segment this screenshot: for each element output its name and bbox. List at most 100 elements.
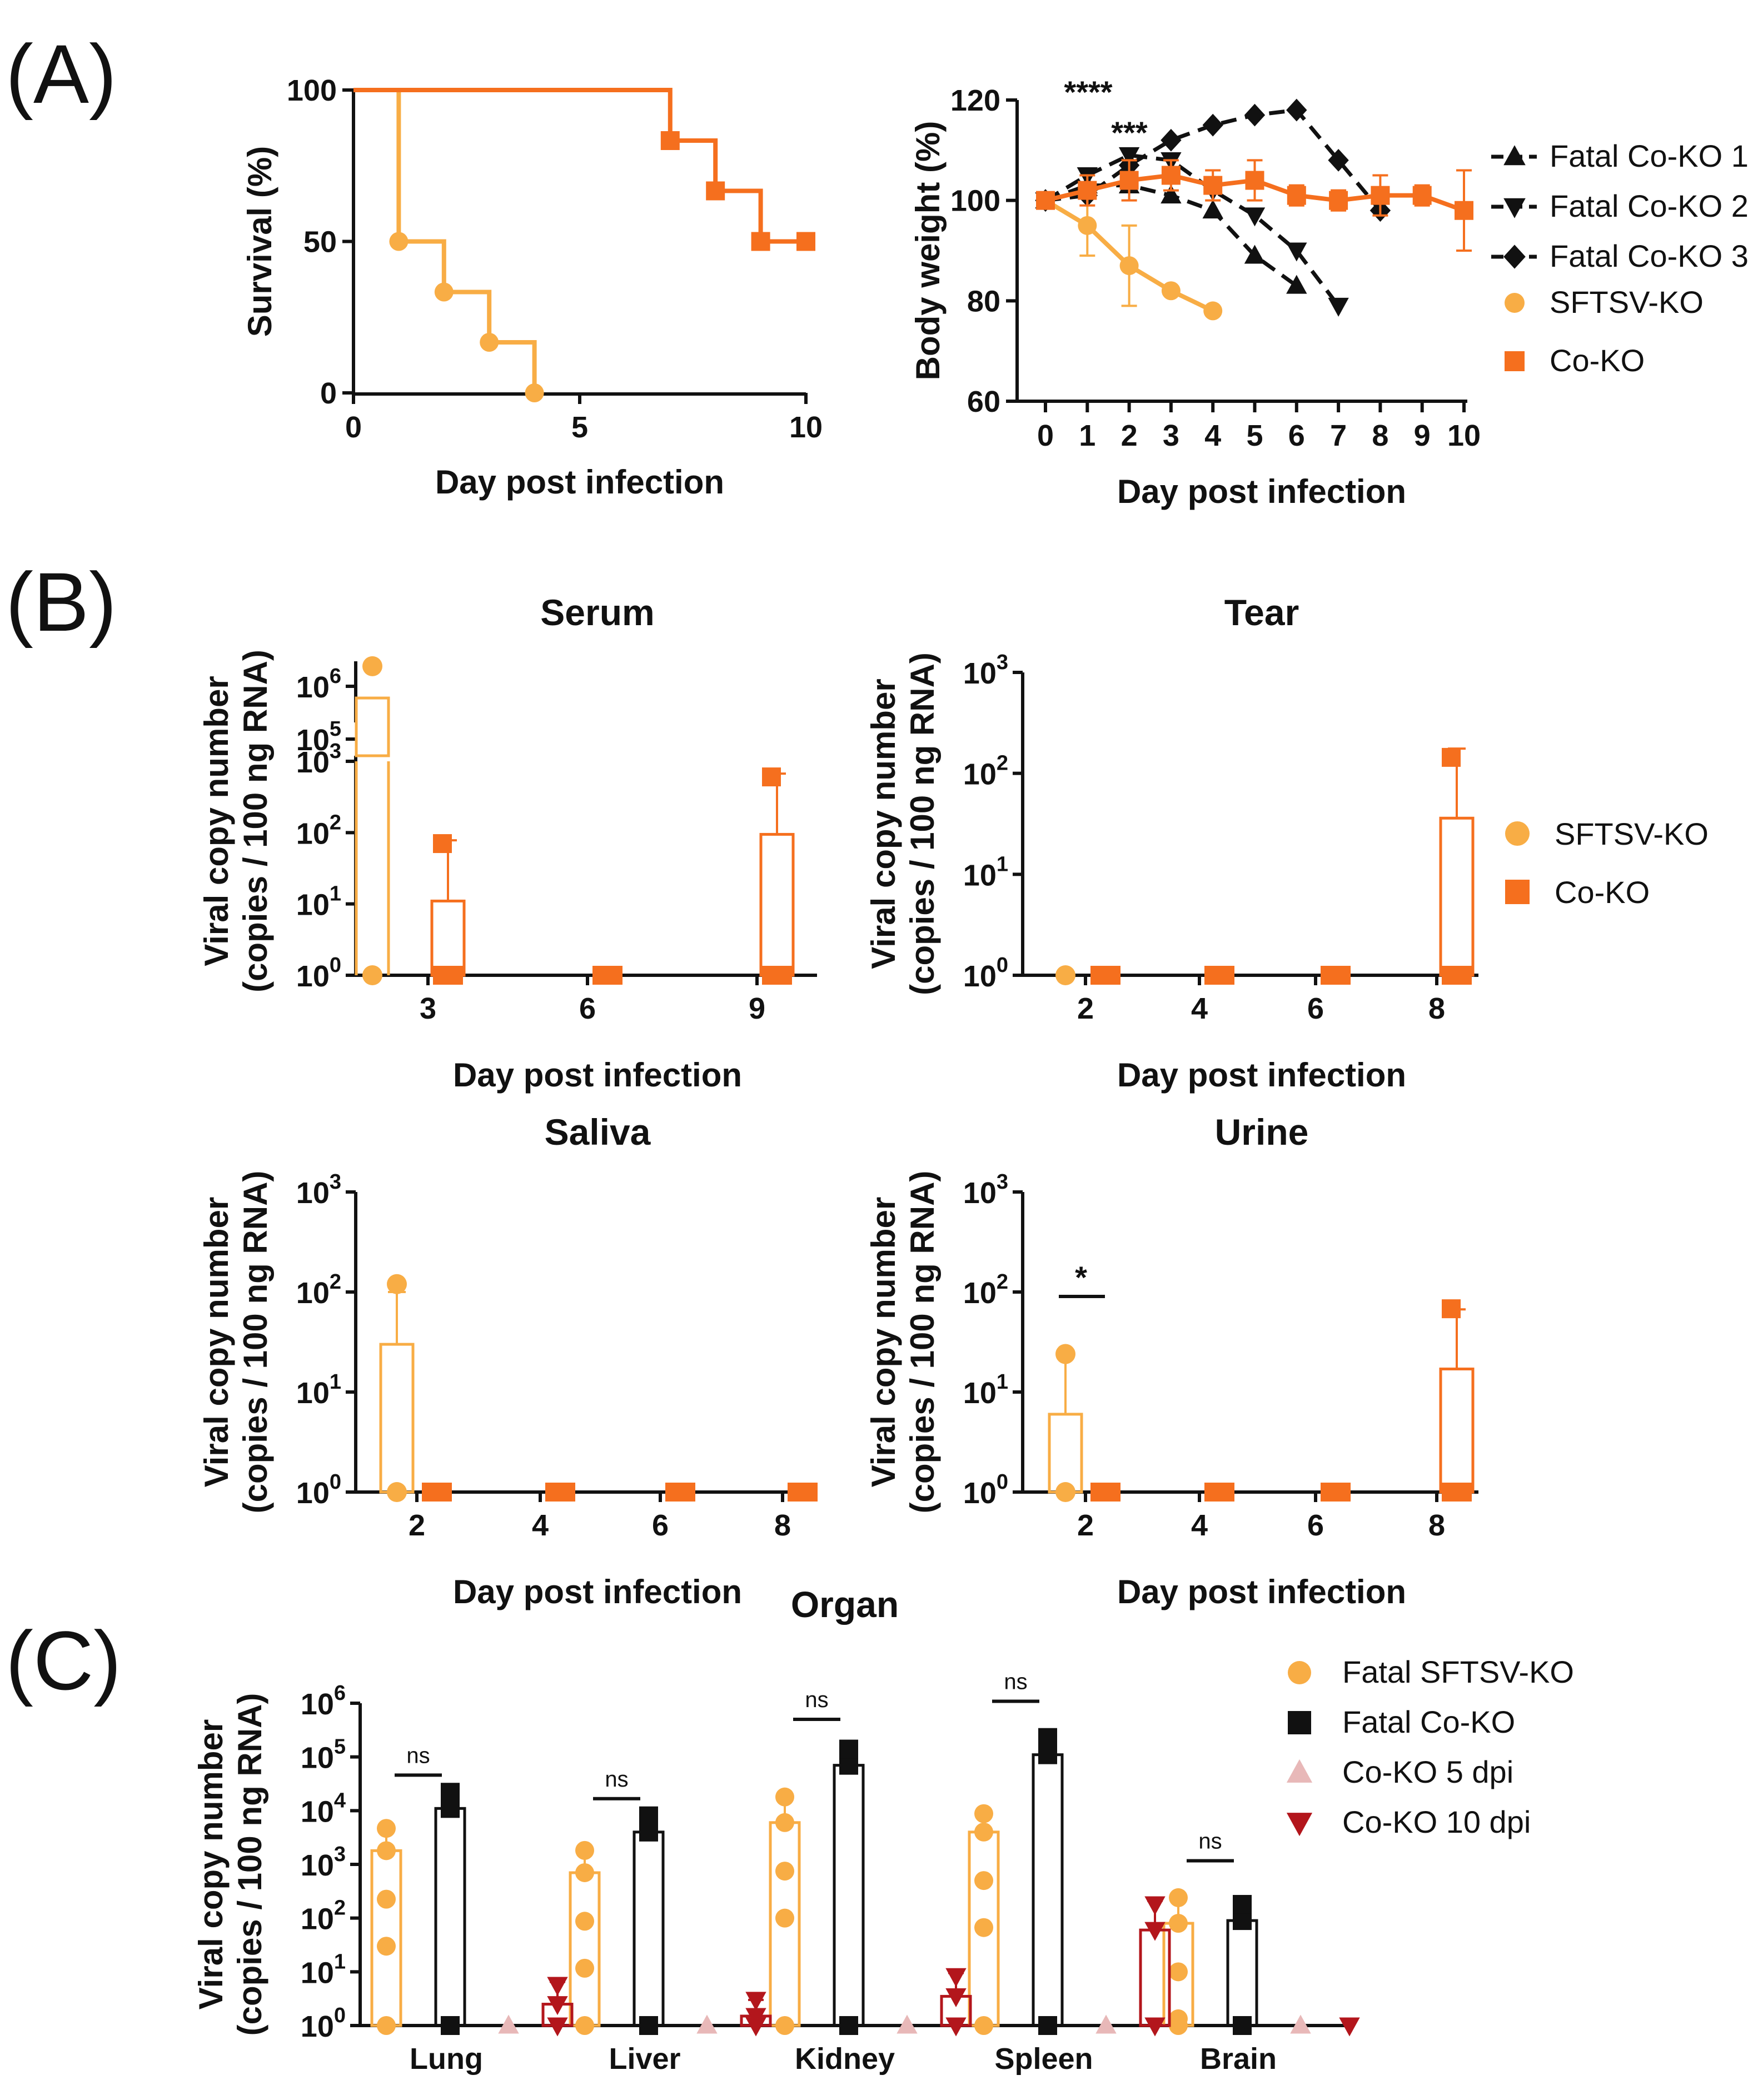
organ-point [974,2016,993,2035]
x-tick-label: 6 [1307,1509,1324,1542]
organ-label: Liver [609,2042,680,2076]
y-tick-label: 103 [296,1170,341,1210]
tick-base: 10 [963,1376,997,1410]
organ-point [974,1822,993,1842]
body-weight-chart: 0 1 2 3 4 5 6 7 8 9 10 60 80 100 120 Day post infection… [909,74,1481,510]
weight-point [1412,186,1432,205]
y-tick-label: 100 [296,1470,341,1510]
legend-label: Co-KO 5 dpi [1342,1754,1513,1789]
y-tick-label: 102 [296,811,341,850]
organ-point [498,2014,519,2034]
tick-base: 10 [296,1176,330,1210]
survival-point [706,181,725,201]
organ-point [1233,2016,1252,2035]
weight-point [1455,201,1473,220]
x-tick-label: 6 [1288,419,1305,452]
data-point [387,1482,407,1502]
tick-base: 10 [963,657,997,690]
tick-base: 10 [301,2010,334,2043]
data-point [1332,1483,1351,1502]
organ-point [745,2008,766,2027]
y-tick-label: 103 [301,1843,346,1882]
organ-point [945,1968,967,1987]
chart-title: Saliva [545,1111,651,1153]
bar [759,832,795,977]
organ-label: Kidney [795,2042,895,2076]
organ-point [1144,1922,1166,1941]
y-tick-label: 101 [296,1370,341,1410]
y-tick-label: 104 [301,1789,346,1828]
organ-point [377,1819,396,1838]
x-tick-label: 2 [409,1509,425,1542]
tick-exponent: 2 [997,1270,1008,1294]
legend-marker [1288,1711,1311,1734]
organ-point [441,1783,460,1802]
tick-base: 10 [296,1276,330,1310]
data-point [1442,747,1461,767]
organ-point [547,1977,568,1996]
survival-point [480,332,499,352]
y-tick-label: 101 [296,882,341,922]
weight-point [1286,98,1307,122]
organ-bar [1032,1753,1064,2027]
y-axis-label: Viral copy number [192,1719,230,2009]
tick-exponent: 6 [334,1682,346,1705]
survival-point [660,131,680,151]
y-tick-label: 105 [296,717,341,757]
organ-point [377,1889,396,1909]
x-tick-label: 0 [345,411,362,444]
organ-point [1144,1896,1166,1916]
legend-marker [1503,245,1526,269]
data-point [556,1483,575,1502]
organ-point [639,2016,658,2035]
organ-point [775,1862,794,1881]
organ-point [945,1988,967,2007]
y-tick-label: 106 [296,665,341,704]
organ-point [575,1840,594,1860]
bar [1439,816,1475,977]
organ-point [775,1787,794,1807]
weight-point [1119,171,1139,190]
data-point [362,656,382,676]
organ-point [974,1918,993,1937]
data-point [1102,1483,1120,1502]
data-point [362,965,382,985]
tick-exponent: 2 [330,1270,341,1294]
x-tick-label: 9 [749,992,765,1025]
significance-stars: **** [1064,74,1112,109]
data-point [1216,966,1234,985]
weight-point [1244,207,1266,227]
y-tick-label: 100 [963,954,1008,993]
data-point [433,834,452,854]
data-point [1453,966,1472,985]
significance-star: * [1075,1260,1087,1295]
weight-point [1328,149,1349,172]
y-tick-label: 0 [320,377,337,410]
data-point [604,966,622,985]
x-tick-label: 8 [1428,992,1445,1025]
weight-point [1203,176,1223,195]
y-tick-label: 101 [301,1950,346,1989]
organ-point [839,1739,858,1759]
organ-point [1038,2016,1057,2035]
survival-point [796,232,815,251]
ns-label: ns [1198,1829,1222,1853]
organ-point [745,1992,766,2011]
tick-base: 10 [301,1742,334,1775]
organ-point [974,1804,993,1823]
survival-point [389,232,409,251]
organ-point [775,1813,794,1832]
weight-point [1286,275,1307,294]
panel-label-a: (A) [6,27,117,121]
x-tick-label: 5 [1246,419,1263,452]
tick-exponent: 5 [334,1735,346,1759]
organ-point [575,1958,594,1978]
organ-point [575,1912,594,1931]
tick-base: 10 [301,1956,334,1989]
